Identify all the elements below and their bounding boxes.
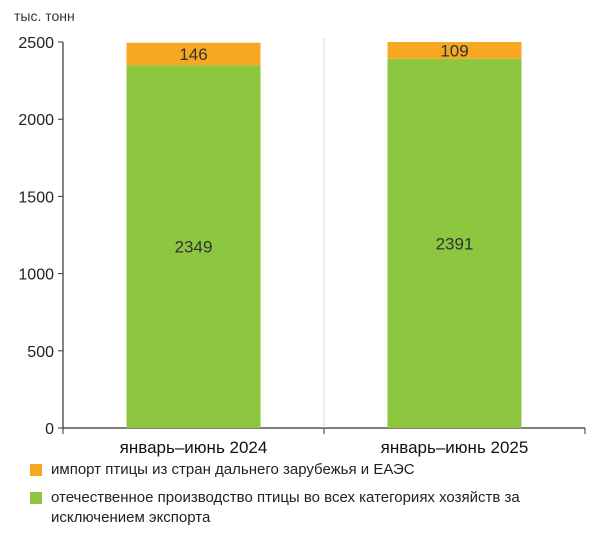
y-tick-label: 500 xyxy=(27,344,54,361)
legend-item-domestic: отечественное производство птицы во всех… xyxy=(30,488,590,528)
y-axis-unit-label: тыс. тонн xyxy=(14,8,75,24)
x-category-label: январь–июнь 2024 xyxy=(120,438,268,457)
chart-legend: импорт птицы из стран дальнего зарубежья… xyxy=(30,460,590,536)
y-tick-label: 2000 xyxy=(18,112,54,129)
legend-swatch-domestic xyxy=(30,492,42,504)
legend-label-import: импорт птицы из стран дальнего зарубежья… xyxy=(51,461,415,478)
data-label-domestic: 2349 xyxy=(175,238,213,257)
bar-domestic xyxy=(387,58,522,429)
stacked-bar-chart: 0 500 1000 1500 2000 2500 2349 146 январь–июнь 2… xyxy=(18,35,586,457)
y-tick-label: 0 xyxy=(45,421,54,438)
bar-import xyxy=(387,42,522,59)
data-label-import: 109 xyxy=(440,41,468,60)
legend-label-domestic: отечественное производство птицы во всех… xyxy=(51,489,520,526)
data-label-domestic: 2391 xyxy=(436,234,474,253)
legend-item-import: импорт птицы из стран дальнего зарубежья… xyxy=(30,460,590,480)
y-tick-label: 1000 xyxy=(18,267,54,284)
data-label-import: 146 xyxy=(179,45,207,64)
x-category-label: январь–июнь 2025 xyxy=(381,438,529,457)
y-tick-label: 2500 xyxy=(18,35,54,52)
legend-swatch-import xyxy=(30,464,42,476)
bar-import xyxy=(126,42,261,66)
y-tick-label: 1500 xyxy=(18,189,54,206)
bar-domestic xyxy=(126,65,261,429)
